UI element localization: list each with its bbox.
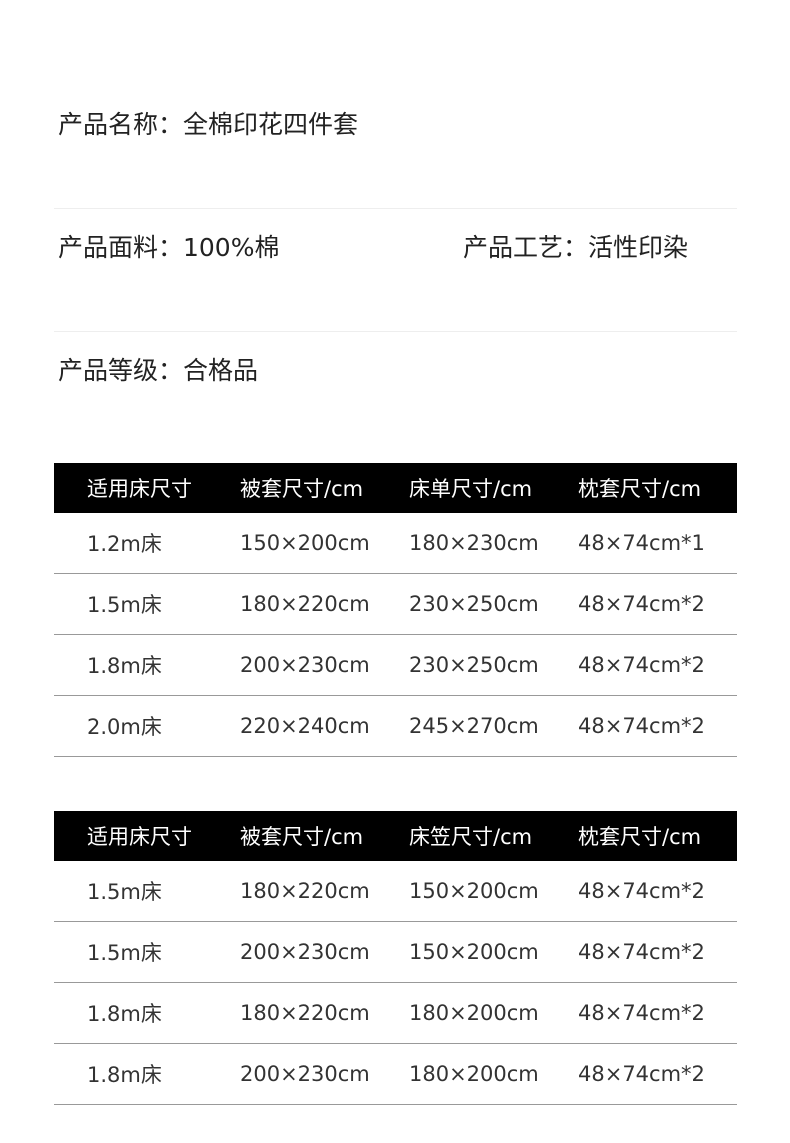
table-cell: 1.5m床 <box>54 573 240 635</box>
table-cell: 48×74cm*2 <box>578 573 737 635</box>
table-cell: 2.0m床 <box>54 695 240 757</box>
table-cell: 48×74cm*2 <box>578 1043 737 1105</box>
table-header: 适用床尺寸 被套尺寸/cm 床笠尺寸/cm 枕套尺寸/cm <box>54 811 737 861</box>
table-cell: 230×250cm <box>409 634 578 696</box>
table-cell: 245×270cm <box>409 695 578 757</box>
table-cell: 48×74cm*1 <box>578 513 737 574</box>
column-header: 适用床尺寸 <box>54 811 240 861</box>
column-header: 适用床尺寸 <box>54 463 240 513</box>
table-row: 2.0m床 220×240cm 245×270cm 48×74cm*2 <box>54 695 737 757</box>
product-grade: 产品等级：合格品 <box>58 356 259 385</box>
table-row: 1.8m床 200×230cm 180×200cm 48×74cm*2 <box>54 1043 737 1105</box>
column-header: 枕套尺寸/cm <box>578 463 737 513</box>
product-craft: 产品工艺：活性印染 <box>463 233 689 262</box>
table-cell: 180×220cm <box>240 982 409 1044</box>
table-cell: 1.8m床 <box>54 982 240 1044</box>
size-table-1: 适用床尺寸 被套尺寸/cm 床单尺寸/cm 枕套尺寸/cm 1.2m床 150×200cm… <box>54 463 737 757</box>
table-row: 1.2m床 150×200cm 180×230cm 48×74cm*1 <box>54 513 737 574</box>
table-cell: 1.8m床 <box>54 1043 240 1105</box>
table-cell: 48×74cm*2 <box>578 695 737 757</box>
column-header: 枕套尺寸/cm <box>578 811 737 861</box>
table-cell: 200×230cm <box>240 921 409 983</box>
table-cell: 180×230cm <box>409 513 578 574</box>
table-cell: 180×220cm <box>240 861 409 922</box>
table-cell: 1.5m床 <box>54 861 240 922</box>
table-row: 1.5m床 200×230cm 150×200cm 48×74cm*2 <box>54 921 737 983</box>
table-cell: 200×230cm <box>240 634 409 696</box>
column-header: 床笠尺寸/cm <box>409 811 578 861</box>
table-cell: 150×200cm <box>409 921 578 983</box>
table-cell: 1.2m床 <box>54 513 240 574</box>
table-cell: 180×200cm <box>409 1043 578 1105</box>
table-row: 1.5m床 180×220cm 150×200cm 48×74cm*2 <box>54 861 737 922</box>
product-name: 产品名称：全棉印花四件套 <box>58 110 359 139</box>
product-fabric: 产品面料：100%棉 <box>58 233 280 262</box>
table-cell: 48×74cm*2 <box>578 634 737 696</box>
column-header: 被套尺寸/cm <box>240 463 409 513</box>
table-cell: 180×220cm <box>240 573 409 635</box>
table-cell: 1.8m床 <box>54 634 240 696</box>
column-header: 床单尺寸/cm <box>409 463 578 513</box>
table-cell: 48×74cm*2 <box>578 861 737 922</box>
size-table-2: 适用床尺寸 被套尺寸/cm 床笠尺寸/cm 枕套尺寸/cm 1.5m床 180×220cm… <box>54 811 737 1105</box>
table-row: 1.5m床 180×220cm 230×250cm 48×74cm*2 <box>54 573 737 635</box>
table-cell: 200×230cm <box>240 1043 409 1105</box>
table-cell: 230×250cm <box>409 573 578 635</box>
table-cell: 150×200cm <box>409 861 578 922</box>
table-cell: 48×74cm*2 <box>578 982 737 1044</box>
table-cell: 220×240cm <box>240 695 409 757</box>
table-cell: 1.5m床 <box>54 921 240 983</box>
divider <box>54 331 737 332</box>
table-row: 1.8m床 180×220cm 180×200cm 48×74cm*2 <box>54 982 737 1044</box>
table-cell: 48×74cm*2 <box>578 921 737 983</box>
table-cell: 150×200cm <box>240 513 409 574</box>
table-header: 适用床尺寸 被套尺寸/cm 床单尺寸/cm 枕套尺寸/cm <box>54 463 737 513</box>
divider <box>54 208 737 209</box>
table-cell: 180×200cm <box>409 982 578 1044</box>
column-header: 被套尺寸/cm <box>240 811 409 861</box>
table-row: 1.8m床 200×230cm 230×250cm 48×74cm*2 <box>54 634 737 696</box>
